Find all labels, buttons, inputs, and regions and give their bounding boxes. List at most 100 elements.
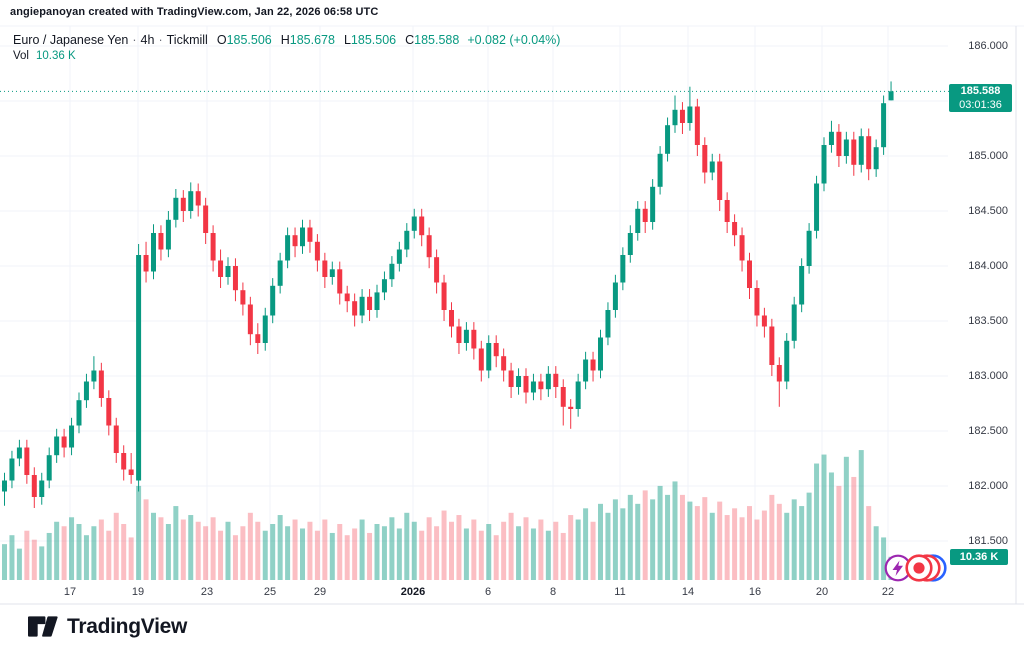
candle[interactable] xyxy=(113,425,119,454)
volume-bar[interactable] xyxy=(679,494,685,580)
volume-bar[interactable] xyxy=(300,528,305,580)
price-axis-label[interactable]: 182.000 xyxy=(968,480,1008,492)
volume-bar[interactable] xyxy=(493,535,499,580)
time-axis-label[interactable]: 14 xyxy=(681,586,695,598)
candle[interactable] xyxy=(262,315,268,344)
volume-bar[interactable] xyxy=(747,506,752,580)
candle[interactable] xyxy=(866,136,872,170)
symbol-legend[interactable]: Euro / Japanese Yen · 4h · Tickmill O185.506 H… xyxy=(13,33,560,47)
candle[interactable] xyxy=(769,326,775,366)
candle[interactable] xyxy=(612,282,618,311)
volume-bar[interactable] xyxy=(180,519,186,580)
candle[interactable] xyxy=(381,279,387,293)
candle[interactable] xyxy=(449,310,454,327)
volume-bar[interactable] xyxy=(329,532,335,580)
volume-bar[interactable] xyxy=(113,512,119,580)
candle[interactable] xyxy=(173,197,179,220)
candle[interactable] xyxy=(754,288,760,316)
candle[interactable] xyxy=(888,91,894,101)
interval-label[interactable]: 4h xyxy=(140,33,155,47)
candle[interactable] xyxy=(76,400,82,426)
candle[interactable] xyxy=(322,260,328,278)
volume-bar[interactable] xyxy=(687,501,693,580)
time-axis-label[interactable]: 2026 xyxy=(400,586,426,598)
candle[interactable] xyxy=(39,480,45,498)
candle[interactable] xyxy=(292,235,298,247)
time-axis-label[interactable]: 25 xyxy=(263,586,277,598)
candle[interactable] xyxy=(337,269,343,294)
candle[interactable] xyxy=(694,106,700,146)
time-axis-label[interactable]: 17 xyxy=(63,586,77,598)
candle[interactable] xyxy=(784,340,790,382)
volume-bar[interactable] xyxy=(322,519,328,580)
volume-bar[interactable] xyxy=(612,499,618,580)
volume-bar[interactable] xyxy=(151,512,156,580)
volume-bar[interactable] xyxy=(367,532,373,580)
volume-bar[interactable] xyxy=(754,519,760,580)
candle[interactable] xyxy=(203,205,209,234)
candle[interactable] xyxy=(493,343,499,357)
candle[interactable] xyxy=(307,227,313,242)
volume-bar[interactable] xyxy=(426,517,432,580)
price-axis-label[interactable]: 181.500 xyxy=(968,535,1008,547)
volume-bar[interactable] xyxy=(828,472,834,580)
candle[interactable] xyxy=(568,406,574,409)
candle[interactable] xyxy=(575,381,581,410)
candle[interactable] xyxy=(359,296,365,316)
volume-bar[interactable] xyxy=(843,456,849,580)
volume-bar[interactable] xyxy=(620,508,626,580)
candle[interactable] xyxy=(344,293,350,302)
candle[interactable] xyxy=(419,216,425,236)
volume-bar[interactable] xyxy=(866,506,872,580)
volume-bar[interactable] xyxy=(16,548,22,580)
time-axis-label[interactable]: 19 xyxy=(131,586,145,598)
candle[interactable] xyxy=(404,230,410,250)
candle[interactable] xyxy=(620,255,626,283)
volume-bar[interactable] xyxy=(262,530,268,580)
price-axis-label[interactable]: 183.000 xyxy=(968,370,1008,382)
volume-bar[interactable] xyxy=(61,526,67,580)
volume-bar[interactable] xyxy=(396,528,402,580)
candle[interactable] xyxy=(54,436,60,456)
volume-bar[interactable] xyxy=(642,490,648,580)
volume-bar[interactable] xyxy=(739,517,745,580)
volume-bar[interactable] xyxy=(314,530,320,580)
volume-bar[interactable] xyxy=(456,515,462,580)
volume-bar[interactable] xyxy=(665,494,671,580)
candle[interactable] xyxy=(843,139,849,157)
price-axis-label[interactable]: 182.500 xyxy=(968,425,1008,437)
volume-bar[interactable] xyxy=(568,515,574,580)
volume-bar[interactable] xyxy=(627,494,633,580)
volume-bar[interactable] xyxy=(374,524,380,580)
time-axis-label[interactable]: 16 xyxy=(748,586,762,598)
volume-bar[interactable] xyxy=(851,476,857,580)
volume-bar[interactable] xyxy=(501,521,507,580)
volume-legend[interactable]: Vol 10.36 K xyxy=(13,50,76,62)
candle[interactable] xyxy=(545,373,551,390)
candle[interactable] xyxy=(739,235,745,261)
time-axis-label[interactable]: 8 xyxy=(549,586,557,598)
volume-bar[interactable] xyxy=(46,532,52,580)
candle[interactable] xyxy=(136,255,142,481)
volume-bar[interactable] xyxy=(657,485,663,580)
candle[interactable] xyxy=(456,326,462,344)
candle[interactable] xyxy=(471,329,477,349)
candle[interactable] xyxy=(501,356,507,371)
volume-bar[interactable] xyxy=(769,494,775,580)
volume-bar[interactable] xyxy=(538,519,544,580)
candle[interactable] xyxy=(881,103,887,148)
volume-bar[interactable] xyxy=(69,517,75,580)
candle[interactable] xyxy=(635,208,641,233)
volume-bar[interactable] xyxy=(881,537,887,580)
candle[interactable] xyxy=(31,475,37,497)
volume-bar[interactable] xyxy=(225,521,231,580)
candle[interactable] xyxy=(821,145,827,184)
volume-bar[interactable] xyxy=(24,530,30,580)
candle[interactable] xyxy=(598,337,603,371)
candle[interactable] xyxy=(46,455,52,481)
candle[interactable] xyxy=(16,447,22,459)
snapshot-reactions[interactable] xyxy=(877,551,947,585)
candle[interactable] xyxy=(858,136,864,165)
candle[interactable] xyxy=(650,186,656,222)
